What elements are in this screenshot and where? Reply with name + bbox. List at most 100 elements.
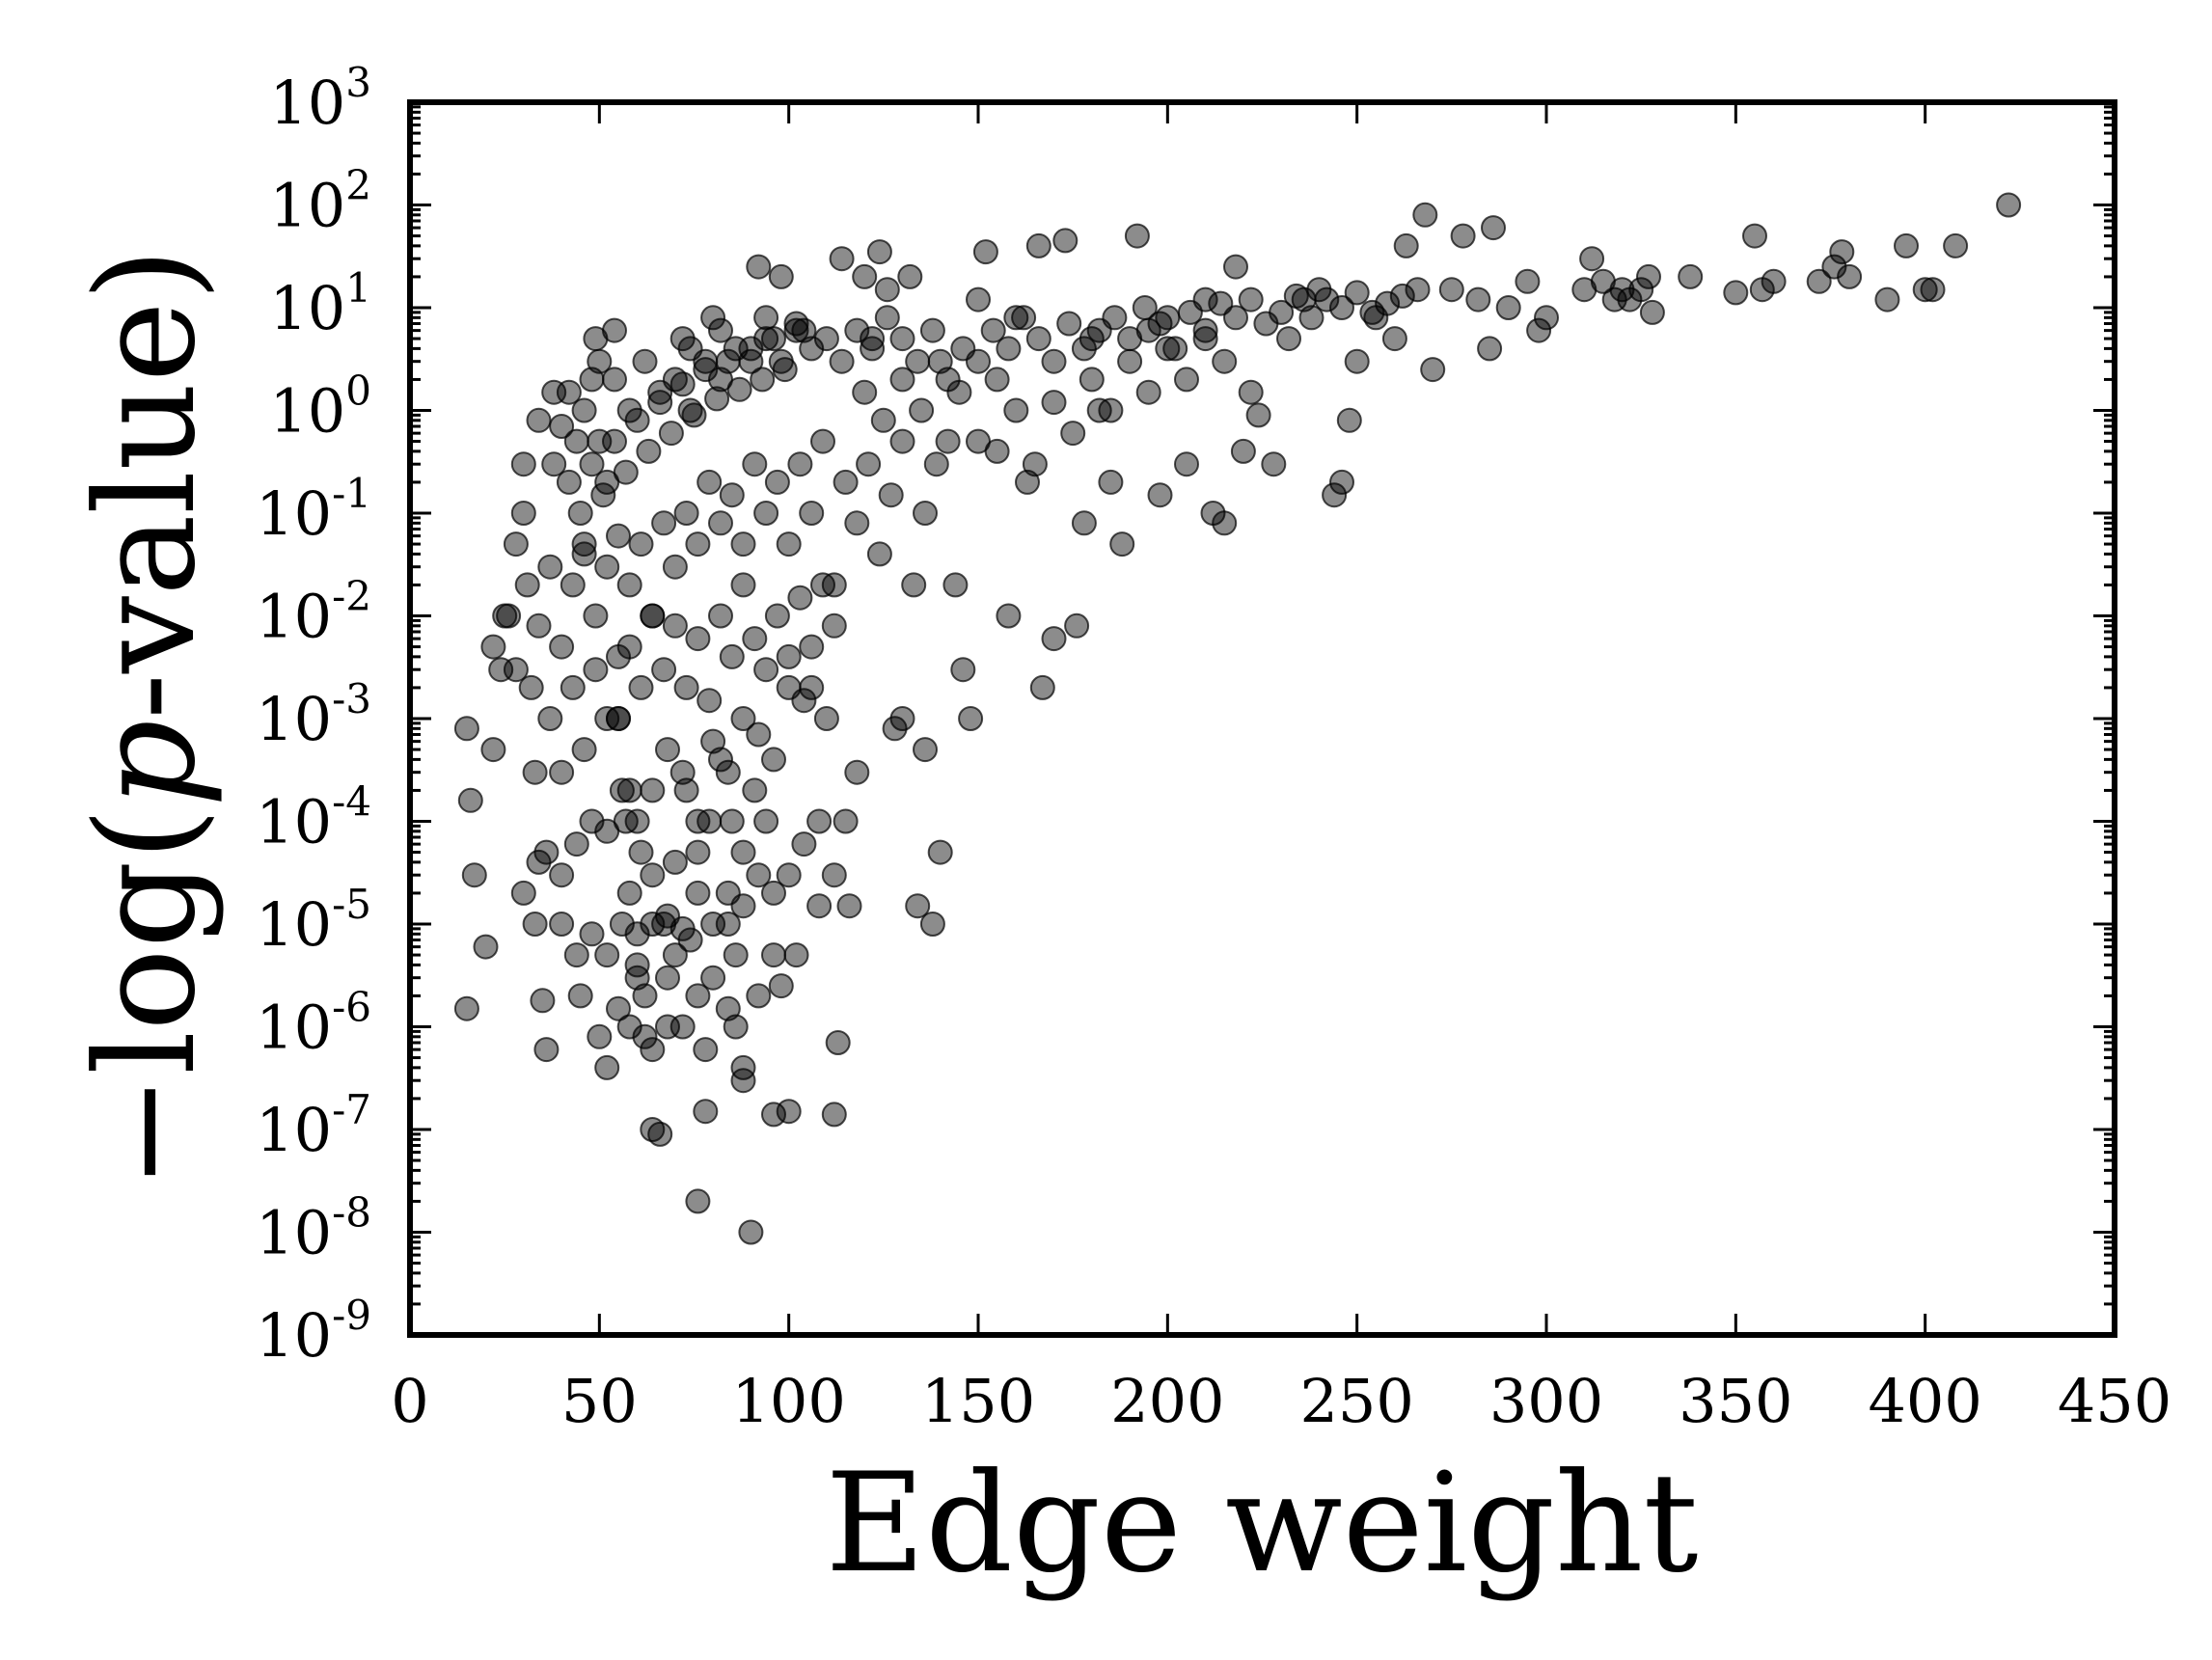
data-point	[746, 862, 772, 888]
data-point	[723, 942, 749, 968]
data-point	[799, 634, 825, 660]
data-point	[1041, 348, 1067, 374]
x-tick-label: 450	[2058, 1366, 2171, 1436]
data-point	[461, 862, 487, 888]
data-point	[609, 912, 635, 937]
data-point	[1329, 469, 1354, 495]
data-point	[901, 572, 927, 598]
data-point	[1628, 277, 1654, 303]
data-point	[587, 348, 613, 374]
data-point	[833, 469, 859, 495]
data-point	[632, 983, 658, 1009]
data-point	[1874, 286, 1900, 313]
y-tick-label: 10-5	[256, 881, 371, 960]
data-point	[685, 880, 711, 906]
data-point	[571, 531, 597, 558]
data-point	[1147, 482, 1173, 508]
data-point	[856, 451, 882, 477]
data-point	[453, 995, 479, 1021]
data-point	[624, 407, 650, 433]
data-point	[1375, 290, 1401, 316]
data-point	[549, 414, 575, 439]
data-point	[984, 367, 1010, 393]
data-point	[825, 1030, 851, 1055]
data-point	[662, 849, 688, 875]
data-point	[783, 317, 809, 343]
data-point	[1381, 326, 1407, 352]
data-point	[1477, 336, 1503, 362]
data-point	[787, 451, 813, 477]
data-point	[919, 317, 945, 343]
data-point	[518, 674, 544, 700]
data-point	[799, 336, 825, 362]
y-tick-label: 100	[269, 367, 371, 447]
y-tick-label: 10-9	[256, 1292, 371, 1371]
data-point	[526, 407, 552, 433]
data-point	[726, 376, 752, 402]
y-tick-label: 102	[269, 162, 371, 241]
data-point	[742, 777, 768, 803]
data-point	[541, 451, 567, 477]
data-point	[510, 501, 536, 526]
data-point	[1894, 232, 1919, 259]
data-point	[510, 880, 536, 906]
data-point	[866, 239, 892, 265]
data-point	[530, 988, 556, 1014]
data-point	[810, 428, 835, 454]
x-tick-label: 350	[1679, 1366, 1792, 1436]
data-point	[594, 1054, 620, 1080]
data-point	[616, 777, 642, 803]
data-point	[704, 386, 730, 412]
data-point	[1003, 305, 1029, 331]
data-point	[913, 501, 938, 526]
data-point	[742, 451, 768, 477]
data-point	[889, 706, 915, 731]
data-point	[909, 397, 935, 423]
data-point	[764, 603, 790, 629]
data-point	[935, 428, 961, 454]
data-point	[628, 839, 654, 865]
data-point	[730, 572, 756, 598]
data-point	[844, 759, 870, 785]
data-point	[1192, 317, 1218, 343]
data-point	[526, 612, 552, 639]
data-point	[1534, 305, 1559, 331]
data-point	[669, 1014, 696, 1040]
data-point	[1515, 268, 1541, 294]
data-point	[1025, 326, 1051, 352]
data-point	[602, 428, 627, 454]
data-point	[996, 336, 1022, 362]
data-point	[1393, 232, 1419, 259]
data-point	[533, 839, 560, 865]
data-point	[594, 706, 620, 731]
data-point	[1344, 280, 1370, 306]
data-point	[556, 469, 582, 495]
data-point	[571, 541, 597, 567]
data-point	[503, 657, 529, 683]
data-point	[761, 326, 786, 352]
data-point	[522, 759, 548, 785]
data-point	[1071, 336, 1097, 362]
data-point	[761, 1102, 786, 1128]
data-point	[1359, 299, 1385, 325]
data-point	[583, 657, 609, 683]
y-axis-label: −log(p-value)	[67, 248, 226, 1189]
data-point	[874, 305, 900, 331]
data-point	[1155, 336, 1181, 362]
data-point	[647, 390, 673, 416]
data-point	[852, 263, 878, 289]
data-point	[746, 254, 772, 280]
data-point	[946, 379, 972, 405]
data-point	[768, 973, 794, 999]
data-point	[1109, 531, 1135, 558]
data-point	[746, 721, 772, 748]
data-point	[980, 317, 1006, 343]
data-point	[919, 912, 945, 937]
data-point	[1322, 482, 1348, 508]
data-point	[1223, 254, 1248, 280]
data-point	[616, 1014, 642, 1040]
data-point	[761, 880, 786, 906]
data-point	[1192, 326, 1218, 352]
data-point	[685, 1188, 711, 1214]
